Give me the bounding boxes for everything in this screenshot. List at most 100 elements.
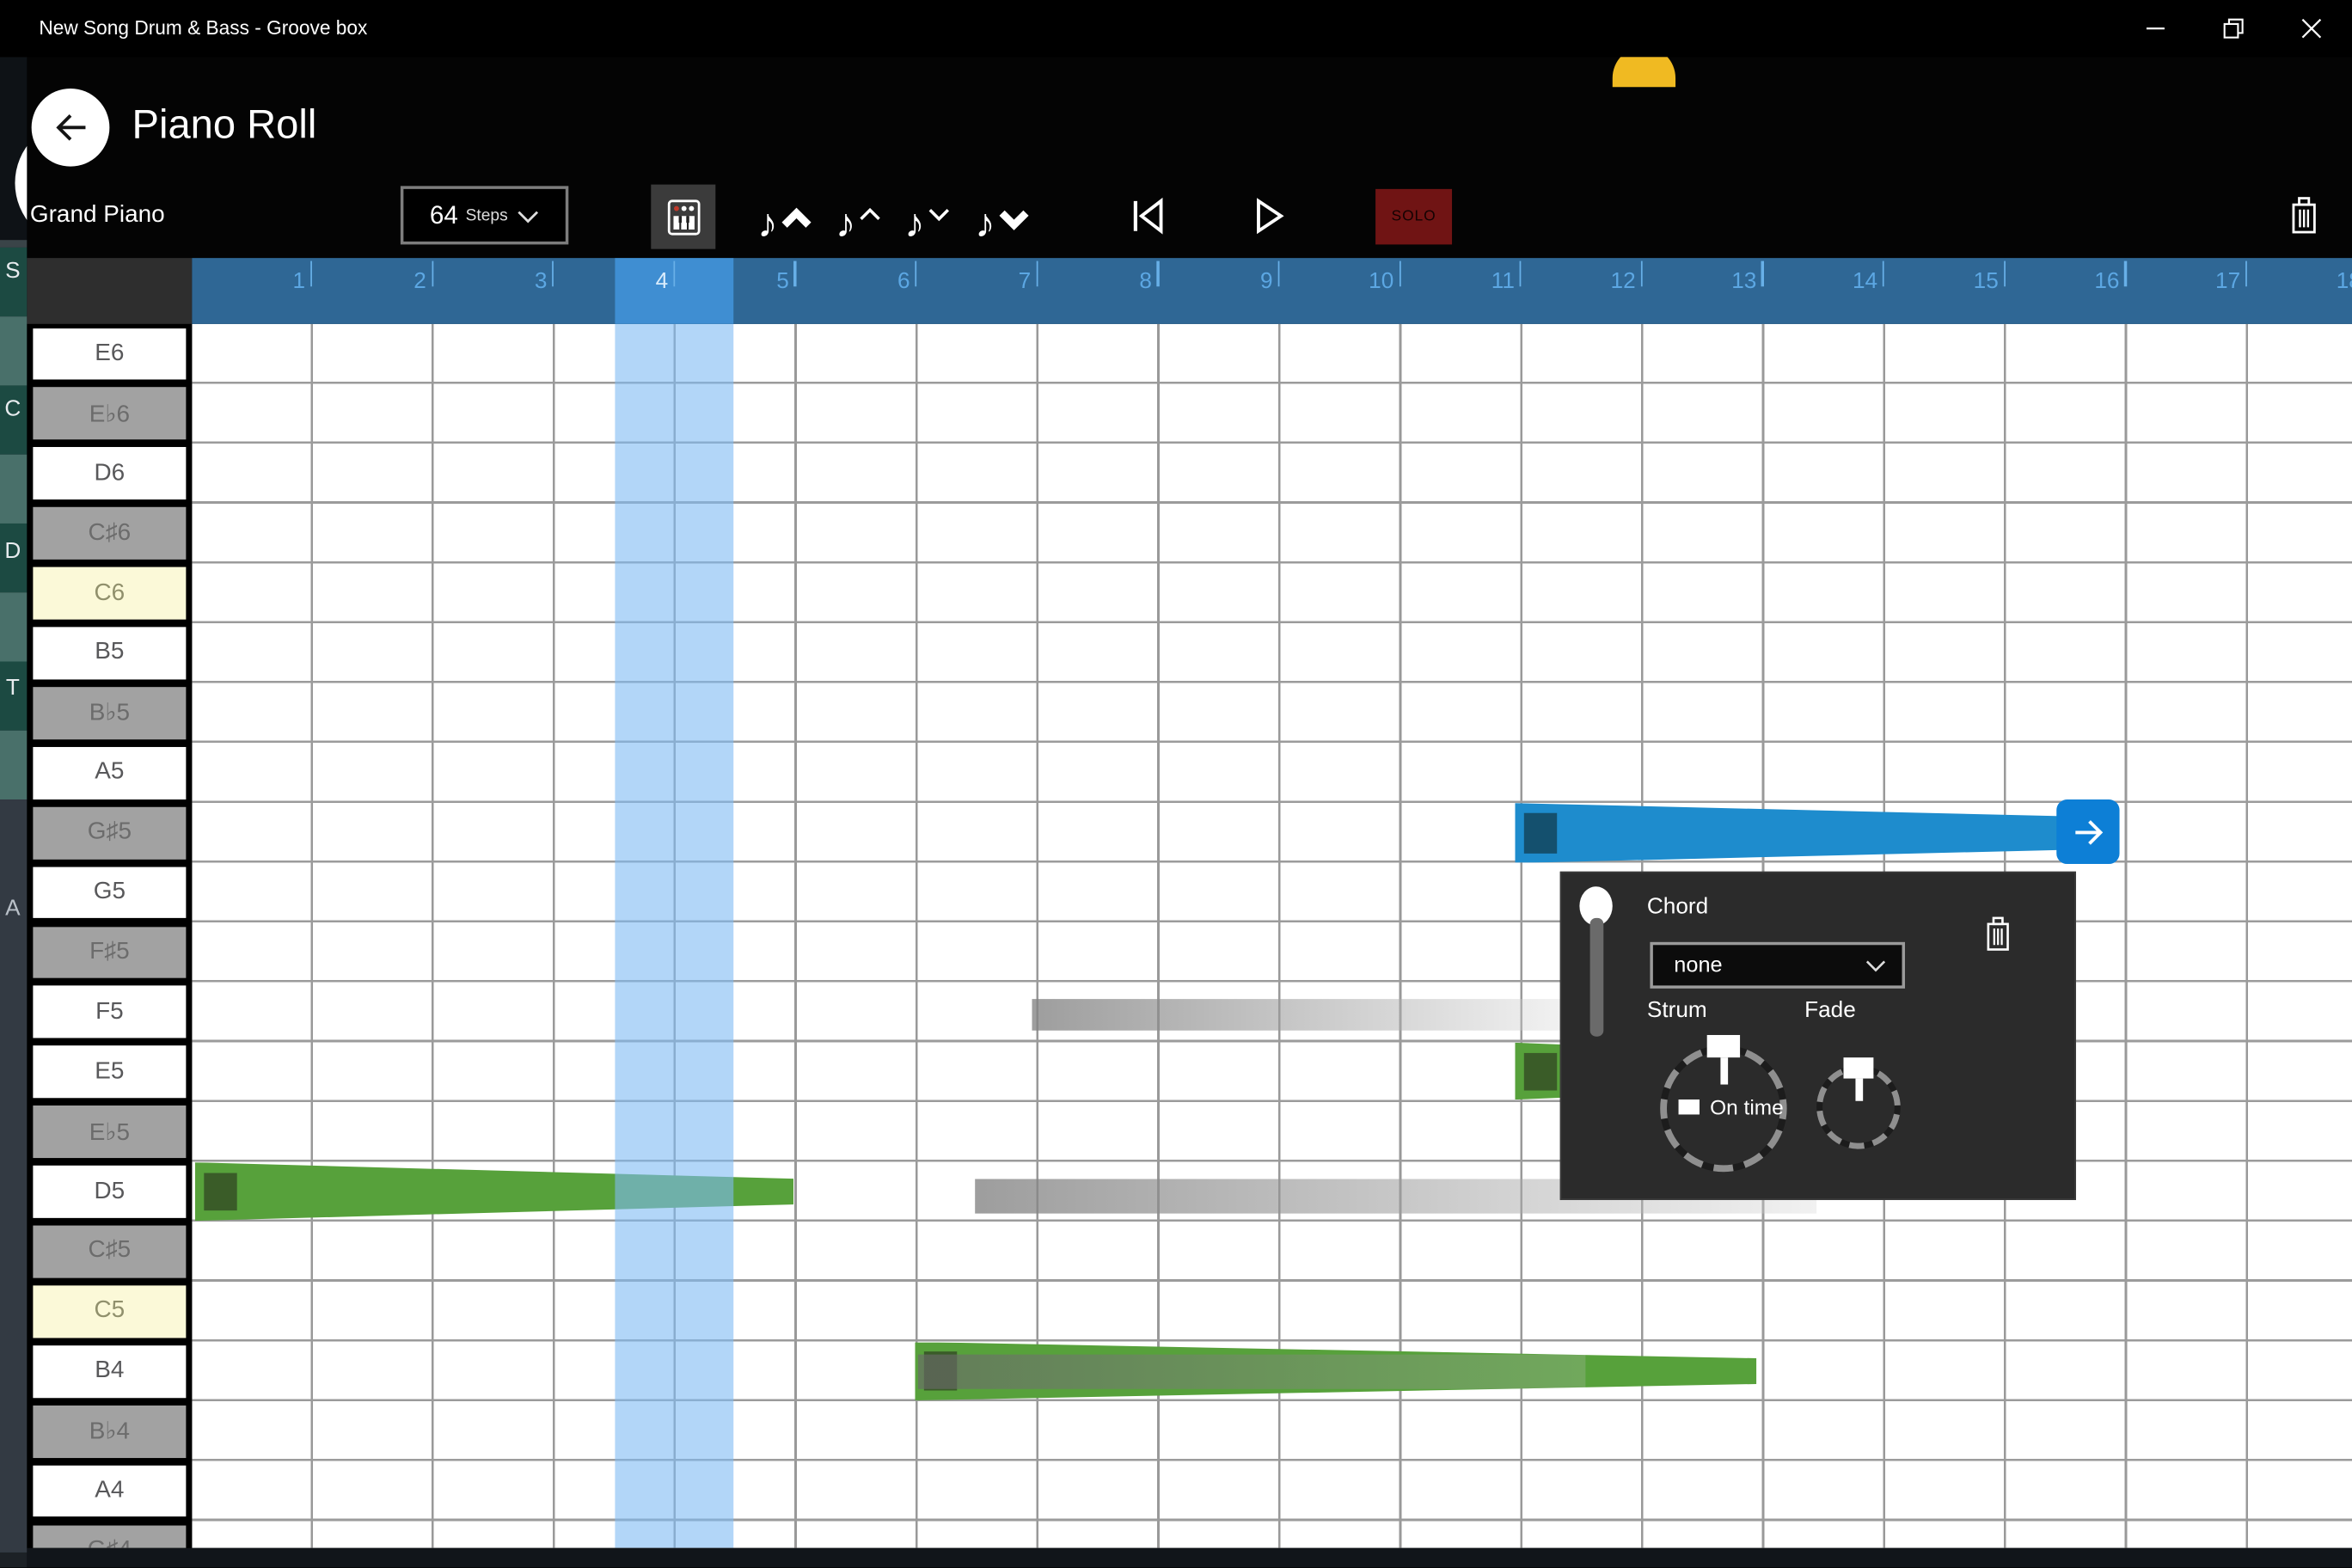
piano-key-label[interactable]: B5	[33, 627, 187, 680]
strip-block	[0, 799, 28, 1553]
piano-key-label[interactable]: E6	[33, 328, 187, 381]
strum-knob[interactable]	[1656, 1034, 1791, 1176]
piano-key-label[interactable]: D6	[33, 447, 187, 500]
timeline-tick	[1156, 260, 1160, 287]
steps-value: 64	[429, 199, 458, 230]
underlying-sidebar-letter: A	[5, 895, 21, 922]
semitone-up-button[interactable]: ♪	[836, 189, 883, 246]
piano-key-label[interactable]: C5	[33, 1285, 187, 1338]
ghost-note-bar	[1032, 999, 1560, 1031]
delete-pattern-button[interactable]	[2286, 195, 2322, 245]
piano-key-label[interactable]: D5	[33, 1165, 187, 1218]
timeline-tick	[1036, 260, 1038, 287]
overlay-bottom-edge	[27, 1547, 2352, 1568]
piano-key-label[interactable]: F♯5	[33, 926, 187, 979]
close-icon	[2301, 18, 2322, 39]
piano-key-label[interactable]: B♭5	[33, 686, 187, 739]
delete-note-button[interactable]	[1981, 914, 2014, 964]
timeline-tick	[1761, 260, 1764, 287]
timeline-tick	[1882, 260, 1885, 287]
timeline-number: 4	[655, 268, 669, 295]
piano-key-label[interactable]: B4	[33, 1344, 187, 1398]
underlying-sidebar-letter: D	[4, 538, 21, 565]
timeline-tick	[2003, 260, 2006, 287]
piano-key-label[interactable]: A4	[33, 1465, 187, 1517]
piano-key-label[interactable]: G5	[33, 866, 187, 919]
piano-key-label[interactable]: G♯5	[33, 806, 187, 860]
note-velocity-handle[interactable]	[1523, 1052, 1558, 1090]
timeline-tick	[2245, 260, 2248, 287]
chevron-down-small-icon	[928, 209, 949, 222]
restore-icon	[2223, 18, 2244, 39]
timeline-number: 10	[1369, 268, 1394, 295]
note-extend-button[interactable]	[2056, 799, 2120, 865]
timeline-number: 11	[1491, 268, 1515, 295]
piano-keyboard-button[interactable]	[651, 184, 716, 249]
piano-key-label[interactable]: E♭5	[33, 1106, 187, 1159]
timeline-number: 9	[1260, 268, 1273, 295]
on-time-marker-icon	[1678, 1099, 1700, 1115]
timeline-tick	[552, 260, 554, 287]
chevron-down-icon	[1865, 960, 1886, 972]
skip-to-start-button[interactable]	[1128, 195, 1170, 245]
chord-type-value: none	[1674, 952, 1723, 977]
minimize-button[interactable]	[2121, 0, 2190, 57]
steps-unit: Steps	[465, 205, 508, 224]
knob-stem	[1719, 1057, 1728, 1085]
steps-dropdown[interactable]: 64 Steps	[400, 186, 569, 245]
velocity-slider-track[interactable]	[1589, 917, 1603, 1037]
underlying-sidebar-letter: C	[4, 395, 21, 422]
strum-value: On time	[1678, 1095, 1784, 1119]
timeline-number: 16	[2094, 268, 2120, 295]
eighth-note-icon: ♪	[835, 200, 856, 247]
chevron-up-small-icon	[859, 207, 879, 220]
timeline-tick	[915, 260, 917, 287]
timeline-tick	[1399, 260, 1401, 287]
piano-key-label[interactable]: C6	[33, 567, 187, 620]
restore-button[interactable]	[2199, 0, 2268, 57]
timeline-corner	[27, 258, 193, 324]
piano-key-label[interactable]: E♭6	[33, 387, 187, 440]
timeline-tick	[793, 260, 797, 287]
piano-key-label[interactable]: E5	[33, 1045, 187, 1099]
strip-block	[0, 316, 28, 386]
strip-block	[0, 523, 28, 593]
piano-key-label[interactable]: C♯6	[33, 507, 187, 560]
knob-handle	[1706, 1034, 1741, 1058]
minimize-icon	[2146, 28, 2165, 30]
octave-down-button[interactable]: ♪	[975, 189, 1031, 246]
window-title: New Song Drum & Bass - Groove box	[39, 16, 368, 40]
chord-type-dropdown[interactable]: none	[1650, 941, 1906, 989]
timeline-tick	[2124, 260, 2127, 287]
note-velocity-handle[interactable]	[1523, 813, 1558, 854]
piano-key-label[interactable]: C♯5	[33, 1225, 187, 1278]
back-button[interactable]	[31, 88, 110, 167]
fade-knob[interactable]	[1814, 1057, 1904, 1152]
strip-block	[0, 240, 28, 248]
knob-handle	[1843, 1057, 1874, 1079]
note-selected[interactable]	[1515, 803, 2066, 863]
strip-block	[0, 592, 28, 662]
close-button[interactable]	[2277, 0, 2346, 57]
timeline-number: 17	[2215, 268, 2241, 295]
octave-up-button[interactable]: ♪	[757, 189, 813, 246]
timeline-ruler[interactable]: 123456789101112131415161718	[192, 258, 2352, 324]
note-velocity-handle[interactable]	[204, 1172, 237, 1211]
piano-key-label[interactable]: B♭4	[33, 1405, 187, 1458]
timeline-number: 6	[897, 268, 910, 295]
chord-popup: Chord none Strum Fade	[1559, 871, 2076, 1200]
solo-button[interactable]: SOLO	[1375, 188, 1453, 245]
strum-label: Strum	[1646, 997, 1707, 1024]
semitone-down-button[interactable]: ♪	[904, 189, 952, 246]
strip-block	[0, 661, 28, 731]
timeline-number: 7	[1018, 268, 1032, 295]
piano-key-label[interactable]: G♯4	[33, 1524, 187, 1548]
skip-to-start-icon	[1133, 197, 1163, 235]
timeline-number: 13	[1731, 268, 1757, 295]
fade-label: Fade	[1804, 997, 1856, 1024]
piano-key-label[interactable]: F5	[33, 986, 187, 1038]
instrument-label: Grand Piano	[29, 202, 165, 229]
play-button[interactable]	[1250, 195, 1289, 245]
note-bar[interactable]	[915, 1341, 1757, 1401]
piano-key-label[interactable]: A5	[33, 746, 187, 799]
